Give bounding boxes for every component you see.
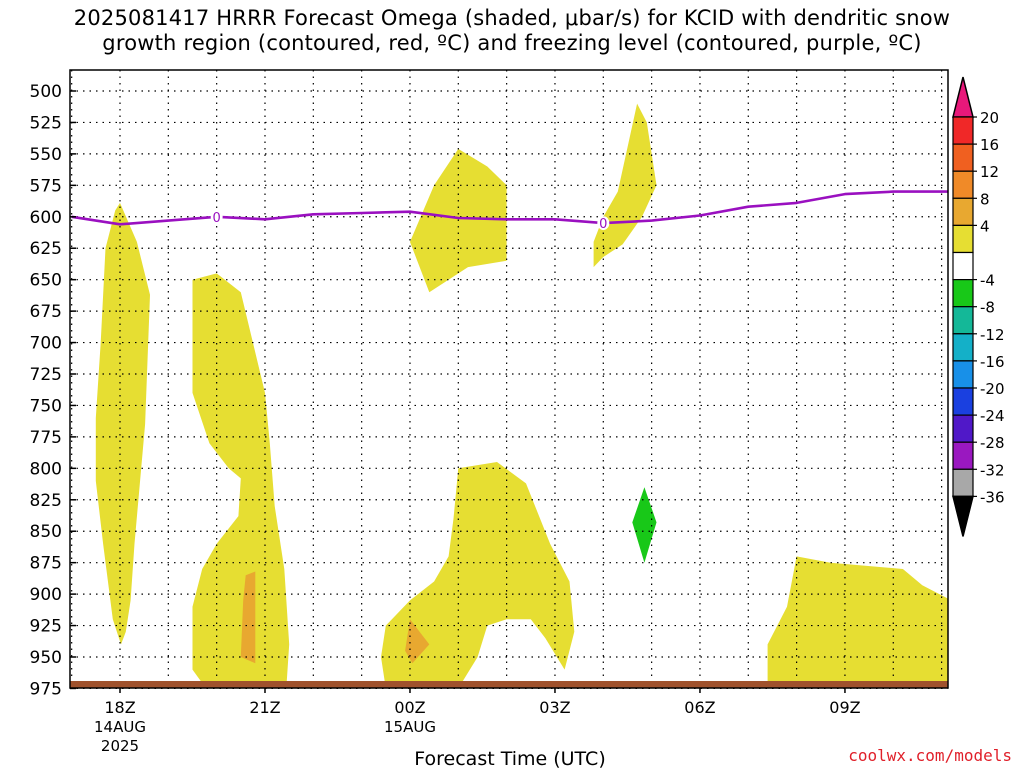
x-axis-label: Forecast Time (UTC) (414, 748, 605, 768)
colorbar-label: -8 (980, 299, 995, 317)
y-tick-label-875: 875 (30, 554, 62, 574)
y-tick-label-625: 625 (30, 239, 62, 259)
colorbar-box-11 (952, 387, 974, 416)
plot-frame (69, 69, 949, 689)
y-tick-label-900: 900 (30, 585, 62, 605)
y-tick-label-600: 600 (30, 208, 62, 228)
x-tick-sublabel: 14AUG (94, 718, 146, 736)
colorbar-label: 12 (980, 163, 999, 181)
site-credit: coolwx.com/models (848, 746, 1012, 765)
x-tick-label-18Z: 18Z (104, 698, 135, 717)
colorbar-label: 20 (980, 109, 999, 127)
colorbar-box-1 (952, 116, 974, 145)
colorbar-label: -24 (980, 407, 1005, 425)
colorbar-box-2 (952, 143, 974, 172)
colorbar-box-10 (952, 360, 974, 389)
omega-region-2 (192, 273, 290, 688)
y-tick-label-500: 500 (30, 82, 62, 102)
grid-lines (70, 70, 948, 690)
colorbar-label: -20 (980, 380, 1005, 398)
colorbar-box-8 (952, 306, 974, 335)
omega-region-1 (95, 202, 150, 645)
colorbar-box-13 (952, 441, 974, 470)
colorbar-box-4 (952, 197, 974, 227)
y-tick-label-825: 825 (30, 491, 62, 511)
y-tick-label-700: 700 (30, 334, 62, 354)
omega-region-7 (593, 103, 657, 268)
colorbar-label: -12 (980, 326, 1005, 344)
colorbar-label: -4 (980, 272, 995, 290)
colorbar-top-arrow (952, 76, 974, 118)
x-tick-label-03Z: 03Z (539, 698, 570, 717)
y-tick-label-925: 925 (30, 617, 62, 637)
colorbar-label: 8 (980, 190, 990, 208)
ground-bar (70, 681, 948, 688)
omega-shading (95, 103, 948, 688)
x-tick-label-09Z: 09Z (829, 698, 860, 717)
colorbar-box-5 (952, 224, 974, 254)
y-tick-label-975: 975 (30, 679, 62, 699)
plot-border (69, 69, 949, 689)
omega-region-8 (632, 487, 657, 563)
colorbar-box-3 (952, 170, 974, 199)
colorbar-label: 16 (980, 136, 999, 154)
y-tick-label-750: 750 (30, 396, 62, 416)
chart-title-line-2: growth region (contoured, red, ºC) and f… (102, 31, 922, 55)
x-tick-label-00Z: 00Z (394, 698, 425, 717)
y-tick-label-550: 550 (30, 145, 62, 165)
colorbar-label: -16 (980, 353, 1005, 371)
colorbar-label: -28 (980, 434, 1005, 452)
omega-region-4 (381, 462, 575, 688)
colorbar-box-6 (952, 251, 974, 281)
y-tick-label-525: 525 (30, 113, 62, 133)
chart-title: 2025081417 HRRR Forecast Omega (shaded, … (0, 6, 1024, 56)
colorbar-bottom-arrow (952, 495, 974, 537)
chart-title-line-1: 2025081417 HRRR Forecast Omega (shaded, … (73, 6, 951, 30)
freezing-level-label: 0 (599, 217, 607, 232)
colorbar-box-9 (952, 333, 974, 362)
y-tick-label-800: 800 (30, 459, 62, 479)
y-tick-label-575: 575 (30, 176, 62, 196)
y-tick-label-725: 725 (30, 365, 62, 385)
y-tick-label-950: 950 (30, 648, 62, 668)
colorbar-label: -36 (980, 488, 1005, 506)
x-tick-sublabel: 15AUG (384, 718, 436, 736)
freezing-label-bg (597, 216, 610, 231)
omega-region-3 (240, 571, 256, 664)
omega-colorbar: 20 16 12 8 4 -4 -8 -12 -16 -20 -24 -28 -32 -36 (952, 76, 1005, 537)
x-tick-label-21Z: 21Z (249, 698, 280, 717)
y-tick-label-850: 850 (30, 522, 62, 542)
y-tick-label-650: 650 (30, 271, 62, 291)
freezing-label-bg (210, 209, 223, 224)
omega-region-5 (405, 619, 430, 664)
x-tick-label-06Z: 06Z (684, 698, 715, 717)
pressure-axis: 500 525 550 575 600 625 650 675 700 725 750 775 800 8… (30, 82, 76, 699)
y-tick-label-775: 775 (30, 428, 62, 448)
omega-region-9 (767, 556, 948, 688)
y-tick-label-675: 675 (30, 302, 62, 322)
x-tick-sublabel: 2025 (101, 737, 139, 755)
colorbar-box-12 (952, 414, 974, 443)
freezing-level-line (71, 190, 948, 226)
colorbar-box-7 (952, 279, 974, 308)
freezing-level-label: 0 (213, 211, 221, 226)
colorbar-label: -32 (980, 461, 1005, 479)
colorbar-label: 4 (980, 217, 990, 235)
colorbar-box-14 (952, 468, 974, 497)
